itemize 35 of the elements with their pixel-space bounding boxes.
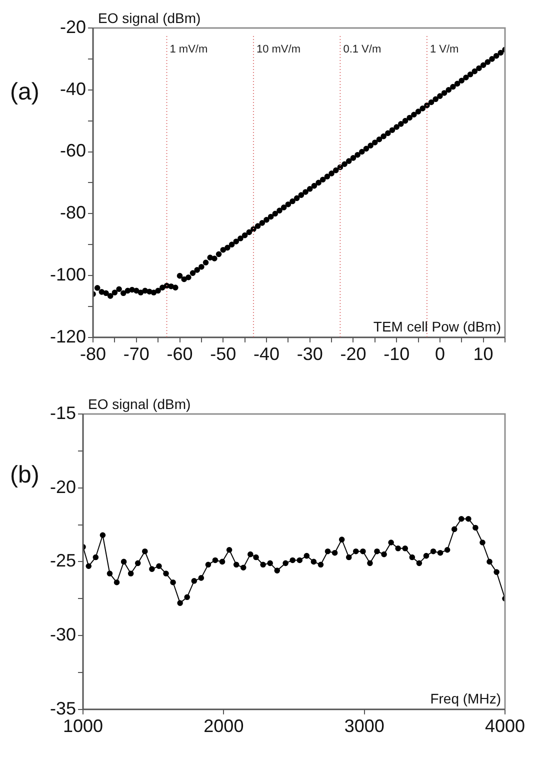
y-axis-title: EO signal (dBm) [98, 10, 201, 26]
ref-line-label: 0.1 V/m [343, 44, 382, 56]
x-tick-label: -40 [253, 344, 280, 364]
y-axis-title: EO signal (dBm) [88, 396, 191, 412]
y-tick-label: -120 [50, 326, 86, 346]
y-tick-label: -20 [60, 16, 86, 37]
y-tick-label: -15 [50, 402, 76, 423]
x-axis-title: TEM cell Pow (dBm) [373, 318, 501, 334]
x-tick-label: -10 [384, 344, 410, 364]
x-tick-label: 1000 [62, 716, 104, 736]
y-tick-label: -40 [60, 78, 86, 99]
x-tick-label: 3000 [344, 716, 384, 736]
ref-line-label: 1 V/m [430, 44, 459, 56]
y-tick-label: -30 [50, 624, 76, 645]
x-tick-label: -60 [166, 344, 193, 364]
x-tick-label: -50 [210, 344, 236, 364]
x-tick-label: 10 [473, 344, 494, 364]
y-tick-label: -60 [60, 140, 86, 161]
text: (b) [10, 462, 40, 489]
ref-line-label: 10 mV/m [256, 44, 300, 56]
x-axis-title: Freq (MHz) [430, 690, 501, 706]
text: (a) [10, 78, 40, 106]
x-tick-label: 4000 [484, 716, 526, 736]
x-tick-label: -70 [123, 344, 150, 364]
y-tick-label: -25 [50, 550, 76, 571]
x-tick-label: 0 [434, 344, 445, 364]
y-tick-label: -20 [50, 476, 76, 497]
x-tick-label: -20 [340, 344, 366, 364]
x-tick-label: -30 [296, 344, 323, 364]
y-tick-label: -80 [60, 202, 86, 223]
x-tick-label: 2000 [204, 716, 244, 736]
y-tick-label: -100 [50, 264, 86, 284]
x-tick-label: -80 [80, 344, 106, 364]
ref-line-label: 1 mV/m [170, 44, 208, 56]
y-tick-label: -35 [50, 698, 76, 718]
